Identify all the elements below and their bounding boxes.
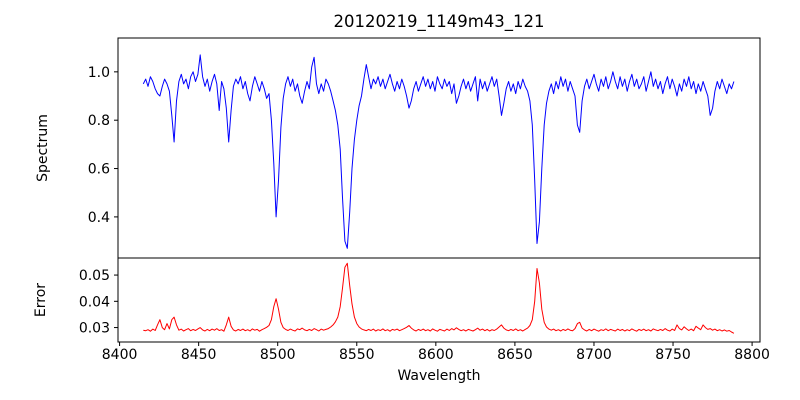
x-tick-label: 8600 (418, 347, 454, 363)
x-tick-label: 8700 (576, 347, 612, 363)
error-y-tick-label: 0.03 (79, 321, 110, 337)
x-tick-label: 8550 (339, 347, 375, 363)
spectrum-y-tick-label: 0.4 (88, 210, 110, 226)
x-tick-label: 8650 (497, 347, 533, 363)
spectrum-line (142, 54, 735, 249)
spectrum-panel (117, 37, 761, 259)
x-tick-label: 8450 (181, 347, 217, 363)
chart-title: 20120219_1149m43_121 (333, 12, 544, 32)
x-tick-label: 8750 (655, 347, 691, 363)
spectrum-y-tick-label: 1.0 (88, 65, 110, 81)
x-axis-label: Wavelength (397, 368, 480, 384)
error-y-tick-label: 0.05 (79, 268, 110, 284)
error-y-tick-label: 0.04 (79, 294, 110, 310)
spectrum-y-tick-label: 0.8 (88, 113, 110, 129)
plot-layer: 0.4 0.6 0.8 1.0 0.03 0.04 0.05 8400 8450 8500 8550… (79, 54, 770, 363)
y-axis-label-error: Error (33, 283, 49, 317)
x-tick-label: 8400 (102, 347, 138, 363)
y-axis-label-spectrum: Spectrum (35, 114, 51, 182)
x-tick-label: 8800 (734, 347, 770, 363)
error-line (143, 262, 735, 334)
spectrum-y-tick-label: 0.6 (88, 162, 110, 178)
x-tick-label: 8500 (260, 347, 296, 363)
